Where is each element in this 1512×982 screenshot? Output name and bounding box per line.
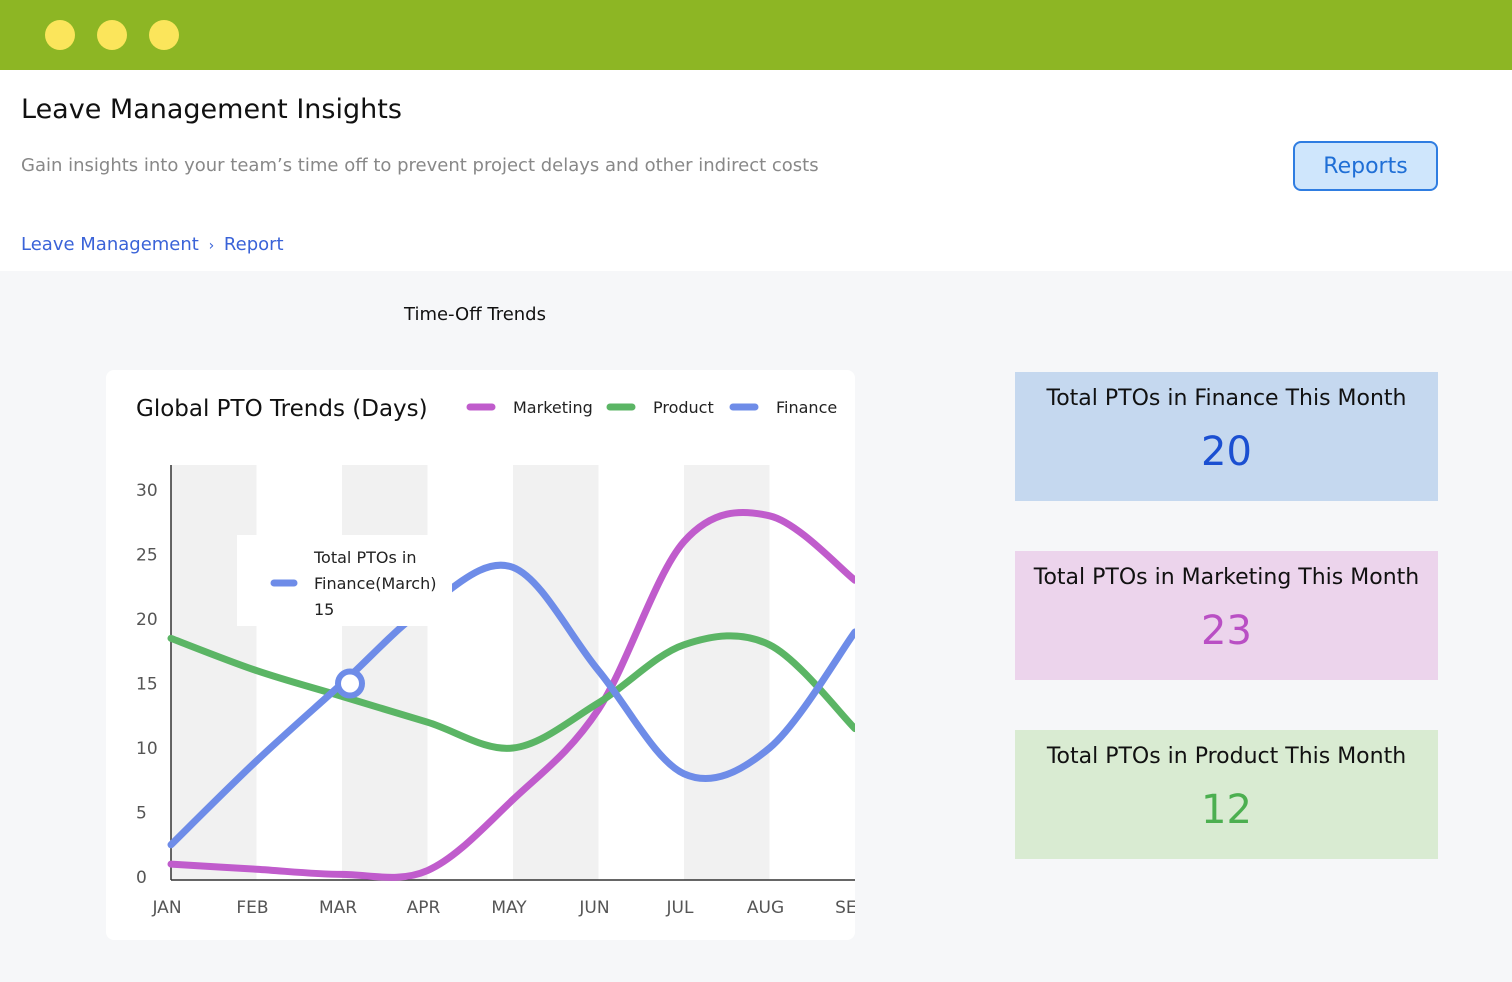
tooltip-line: Total PTOs in	[313, 548, 416, 567]
tooltip-line: Finance(March)	[314, 574, 436, 593]
legend-label-product: Product	[653, 398, 714, 417]
stat-card: Total PTOs in Finance This Month 20	[1015, 372, 1438, 501]
stat-label: Total PTOs in Finance This Month	[1046, 386, 1407, 411]
pto-trends-chart-card: 0 5 10 15 20 25 30 JAN FEB MAR APR MAY JUN JUL AUG SEP G…	[106, 370, 855, 940]
chart-band	[513, 465, 599, 880]
chart-band	[171, 465, 257, 880]
y-tick-label: 10	[136, 739, 158, 759]
page-subtitle: Gain insights into your team’s time off …	[21, 155, 819, 176]
breadcrumb-report[interactable]: Report	[223, 234, 284, 255]
breadcrumb-leave-management[interactable]: Leave Management	[21, 234, 199, 255]
pto-trends-chart: 0 5 10 15 20 25 30 JAN FEB MAR APR MAY JUN JUL AUG SEP G…	[136, 396, 855, 918]
legend-label-finance: Finance	[776, 398, 837, 417]
x-tick-label: APR	[407, 898, 441, 918]
stat-value: 12	[1201, 787, 1252, 833]
stat-value: 20	[1201, 429, 1252, 475]
y-tick-label: 25	[136, 546, 158, 566]
stat-card: Total PTOs in Marketing This Month 23	[1015, 551, 1438, 680]
x-tick-label: JUL	[666, 898, 694, 918]
stat-label: Total PTOs in Marketing This Month	[1033, 565, 1420, 590]
window-titlebar	[0, 0, 1512, 70]
window-dot-icon[interactable]	[149, 20, 179, 50]
series-line-finance	[167, 561, 855, 849]
series-line-product	[167, 632, 855, 752]
x-tick-label: JAN	[151, 898, 181, 918]
page-title: Leave Management Insights	[21, 94, 402, 125]
window-dot-icon[interactable]	[97, 20, 127, 50]
y-tick-label: 30	[136, 481, 158, 501]
reports-button[interactable]: Reports	[1293, 141, 1438, 191]
window-dot-icon[interactable]	[45, 20, 75, 50]
x-tick-label: FEB	[236, 898, 268, 918]
breadcrumb: Leave Management › Report	[21, 234, 284, 255]
stat-label: Total PTOs in Product This Month	[1046, 744, 1407, 769]
y-tick-label: 0	[136, 868, 147, 888]
y-tick-label: 5	[136, 804, 147, 824]
x-tick-label: MAY	[491, 898, 527, 918]
breadcrumb-separator-icon: ›	[208, 238, 215, 254]
series-line-marketing	[167, 508, 855, 881]
stat-card: Total PTOs in Product This Month 12	[1015, 730, 1438, 859]
x-tick-label: AUG	[747, 898, 784, 918]
section-title: Time-Off Trends	[404, 304, 546, 325]
y-tick-label: 20	[136, 610, 158, 630]
chart-title: Global PTO Trends (Days)	[136, 396, 428, 422]
x-tick-label: JUN	[578, 898, 609, 918]
page-header: Leave Management Insights Gain insights …	[0, 70, 1512, 271]
tooltip-line: 15	[314, 600, 334, 619]
x-tick-label: MAR	[319, 898, 357, 918]
chart-band	[684, 465, 770, 880]
stat-value: 23	[1201, 608, 1252, 654]
x-tick-label: SEP	[835, 898, 855, 918]
legend-label-marketing: Marketing	[513, 398, 593, 417]
data-point-marker	[335, 668, 365, 699]
y-tick-label: 15	[136, 675, 158, 695]
